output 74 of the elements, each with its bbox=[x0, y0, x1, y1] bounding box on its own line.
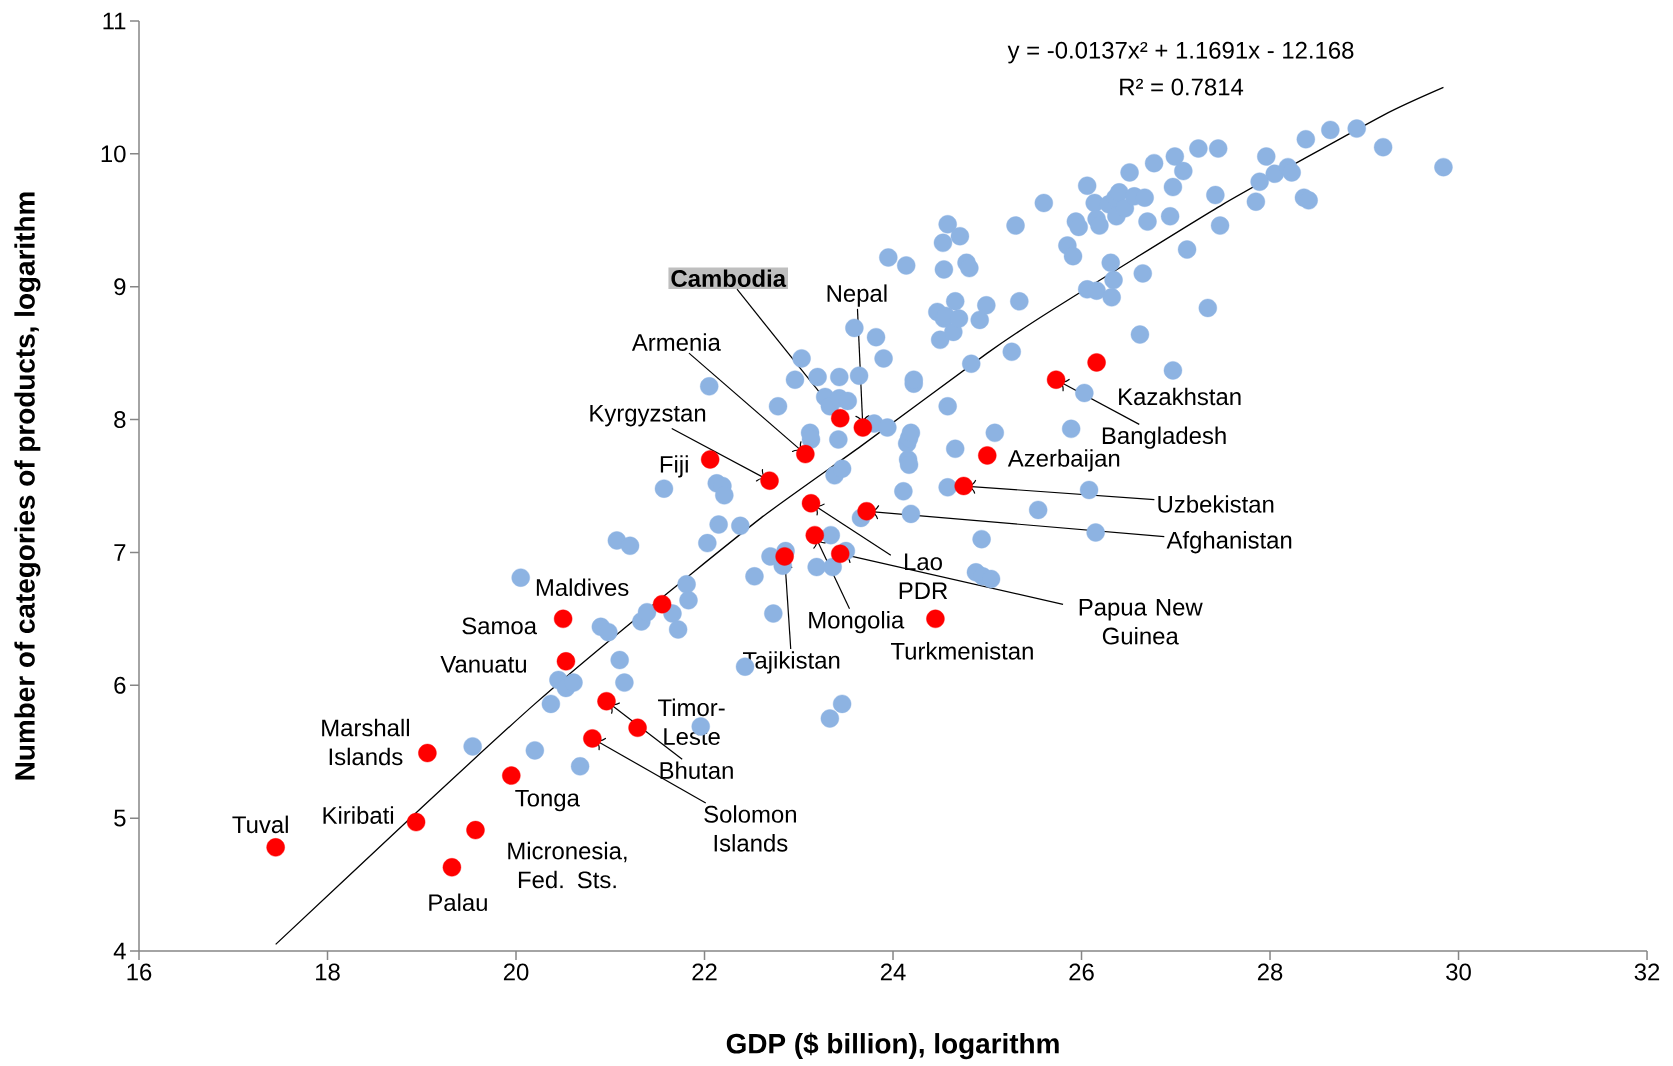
x-tick-label: 20 bbox=[503, 963, 529, 981]
annotation: Tajikistan bbox=[742, 651, 840, 674]
point bbox=[796, 444, 815, 464]
point bbox=[466, 820, 485, 840]
point bbox=[954, 476, 973, 496]
point bbox=[857, 502, 876, 521]
annotation: Marshall Islands bbox=[322, 718, 409, 766]
annotation: Kiribati bbox=[323, 806, 394, 824]
point bbox=[628, 718, 647, 737]
annotation: Cambodia bbox=[671, 269, 787, 288]
annotation: Kazakhstan bbox=[1119, 387, 1241, 406]
point bbox=[502, 766, 521, 785]
y-tick-label: 10 bbox=[101, 145, 126, 163]
x-tick-label: 18 bbox=[316, 963, 340, 981]
y-axis-title: Number of categories of products, logarithm bbox=[14, 192, 41, 780]
annotation: Tuval bbox=[232, 815, 288, 834]
annotation: Mongolia bbox=[809, 611, 905, 634]
x-tick-label: 24 bbox=[880, 963, 906, 981]
y-tick-label: 9 bbox=[114, 278, 126, 296]
x-tick-label: 32 bbox=[1634, 963, 1660, 981]
point bbox=[652, 595, 672, 614]
point bbox=[760, 471, 779, 490]
point bbox=[831, 544, 850, 563]
y-tick-label: 7 bbox=[114, 544, 126, 561]
annotation: Armenia bbox=[631, 333, 721, 351]
point bbox=[775, 547, 794, 566]
point bbox=[926, 609, 945, 629]
y-tick-label: 11 bbox=[103, 12, 126, 30]
point bbox=[1087, 353, 1106, 372]
point bbox=[553, 609, 573, 629]
annotation: Bangladesh bbox=[1102, 426, 1226, 449]
annotation: Azerbaijan bbox=[1007, 449, 1120, 472]
point bbox=[418, 743, 437, 763]
point bbox=[556, 652, 576, 671]
point bbox=[700, 450, 720, 469]
point bbox=[805, 525, 824, 545]
annotation: Kyrgyzstan bbox=[590, 404, 706, 427]
annotation: Afghanistan bbox=[1166, 531, 1292, 554]
x-tick-label: 30 bbox=[1446, 963, 1471, 981]
annotation: Solomon Islands bbox=[704, 805, 796, 852]
annotation: Maldives bbox=[536, 578, 629, 597]
x-tick-label: 26 bbox=[1069, 963, 1094, 981]
x-tick-label: 16 bbox=[127, 963, 152, 981]
annotation: Samoa bbox=[462, 617, 538, 635]
annotation: Uzbekistan bbox=[1158, 495, 1274, 513]
x-axis-title: GDP ($ billion), logarithm bbox=[726, 1032, 1059, 1060]
annotation: Fiji bbox=[660, 455, 688, 478]
annotation: Papua New Guinea bbox=[1079, 598, 1203, 645]
x-tick-label: 28 bbox=[1257, 963, 1283, 981]
point bbox=[853, 418, 873, 437]
annotation: Turkmenistan bbox=[890, 642, 1033, 660]
x-tick-label: 22 bbox=[692, 963, 717, 981]
annotation: Lao PDR bbox=[899, 553, 948, 599]
y-tick-label: 4 bbox=[113, 942, 126, 960]
annotation: Tonga bbox=[515, 789, 580, 812]
annotation: Micronesia, Fed. Sts. bbox=[508, 841, 627, 889]
annotation: Vanuatu bbox=[440, 656, 527, 673]
point bbox=[442, 858, 462, 877]
annotation: Palau bbox=[429, 893, 487, 912]
point bbox=[597, 692, 616, 711]
y-tick-label: 8 bbox=[114, 411, 126, 429]
point bbox=[801, 494, 821, 513]
point bbox=[1046, 370, 1066, 389]
y-tick-label: 5 bbox=[114, 809, 126, 827]
annotation: Bhutan bbox=[660, 761, 733, 780]
point bbox=[406, 812, 426, 832]
annotation: R² = 0.7814 bbox=[1120, 78, 1244, 96]
y-tick-label: 6 bbox=[114, 676, 126, 694]
annotation: y = -0.0137x² + 1.1691x - 12.168 bbox=[1007, 41, 1354, 64]
point bbox=[266, 838, 285, 857]
annotation: Nepal bbox=[827, 284, 887, 307]
point bbox=[831, 409, 850, 428]
point bbox=[978, 446, 997, 465]
point bbox=[583, 729, 602, 748]
